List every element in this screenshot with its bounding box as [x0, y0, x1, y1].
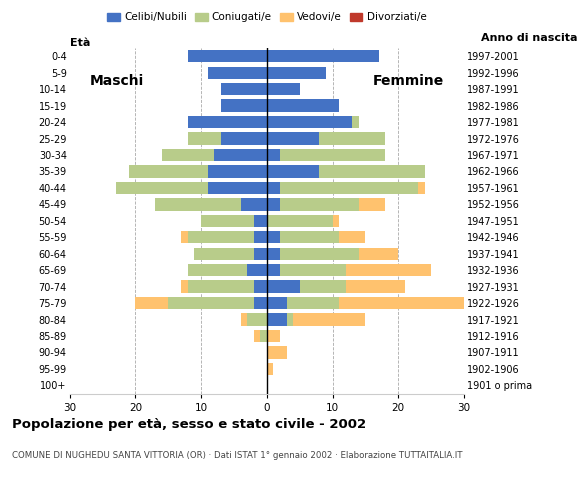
Bar [293, 313, 365, 326]
Bar [194, 248, 253, 260]
Bar [267, 346, 287, 359]
Bar [221, 132, 267, 144]
Bar [280, 149, 385, 161]
Bar [253, 215, 267, 227]
Bar [267, 50, 379, 62]
Bar [188, 50, 267, 62]
Text: Popolazione per età, sesso e stato civile - 2002: Popolazione per età, sesso e stato civil… [12, 418, 366, 431]
Bar [267, 83, 300, 96]
Bar [208, 182, 267, 194]
Bar [267, 280, 300, 293]
Bar [359, 248, 398, 260]
Text: Anno di nascita: Anno di nascita [481, 33, 577, 43]
Bar [346, 280, 405, 293]
Bar [332, 215, 339, 227]
Bar [267, 248, 280, 260]
Bar [267, 231, 280, 243]
Bar [418, 182, 425, 194]
Bar [359, 198, 385, 211]
Bar [320, 132, 385, 144]
Bar [267, 215, 332, 227]
Bar [287, 297, 339, 309]
Bar [182, 280, 188, 293]
Bar [267, 330, 280, 342]
Bar [155, 198, 241, 211]
Bar [129, 165, 208, 178]
Bar [280, 264, 346, 276]
Bar [267, 182, 280, 194]
Bar [267, 99, 339, 112]
Bar [267, 264, 280, 276]
Bar [267, 165, 320, 178]
Bar [267, 313, 287, 326]
Bar [253, 280, 267, 293]
Bar [188, 116, 267, 128]
Bar [241, 198, 267, 211]
Legend: Celibi/Nubili, Coniugati/e, Vedovi/e, Divorziati/e: Celibi/Nubili, Coniugati/e, Vedovi/e, Di… [103, 8, 430, 26]
Text: Maschi: Maschi [89, 74, 144, 88]
Bar [267, 297, 287, 309]
Bar [221, 99, 267, 112]
Bar [208, 165, 267, 178]
Bar [253, 297, 267, 309]
Bar [214, 149, 267, 161]
Bar [339, 297, 464, 309]
Bar [168, 297, 253, 309]
Bar [267, 363, 273, 375]
Bar [253, 248, 267, 260]
Text: COMUNE DI NUGHEDU SANTA VITTORIA (OR) · Dati ISTAT 1° gennaio 2002 · Elaborazion: COMUNE DI NUGHEDU SANTA VITTORIA (OR) · … [12, 451, 462, 460]
Bar [300, 280, 346, 293]
Bar [280, 248, 359, 260]
Bar [247, 313, 267, 326]
Bar [188, 132, 221, 144]
Text: Età: Età [70, 38, 90, 48]
Bar [260, 330, 267, 342]
Bar [188, 264, 247, 276]
Bar [287, 313, 293, 326]
Bar [280, 182, 418, 194]
Bar [247, 264, 267, 276]
Bar [115, 182, 208, 194]
Bar [221, 83, 267, 96]
Bar [188, 280, 253, 293]
Bar [188, 231, 253, 243]
Bar [267, 149, 280, 161]
Bar [208, 67, 267, 79]
Bar [280, 231, 339, 243]
Bar [201, 215, 253, 227]
Bar [267, 116, 352, 128]
Bar [253, 231, 267, 243]
Bar [320, 165, 425, 178]
Bar [241, 313, 247, 326]
Bar [182, 231, 188, 243]
Bar [346, 264, 431, 276]
Bar [339, 231, 365, 243]
Bar [253, 330, 260, 342]
Bar [267, 67, 326, 79]
Bar [352, 116, 359, 128]
Bar [162, 149, 214, 161]
Text: Femmine: Femmine [373, 74, 444, 88]
Bar [267, 198, 280, 211]
Bar [135, 297, 168, 309]
Bar [267, 132, 320, 144]
Bar [280, 198, 359, 211]
